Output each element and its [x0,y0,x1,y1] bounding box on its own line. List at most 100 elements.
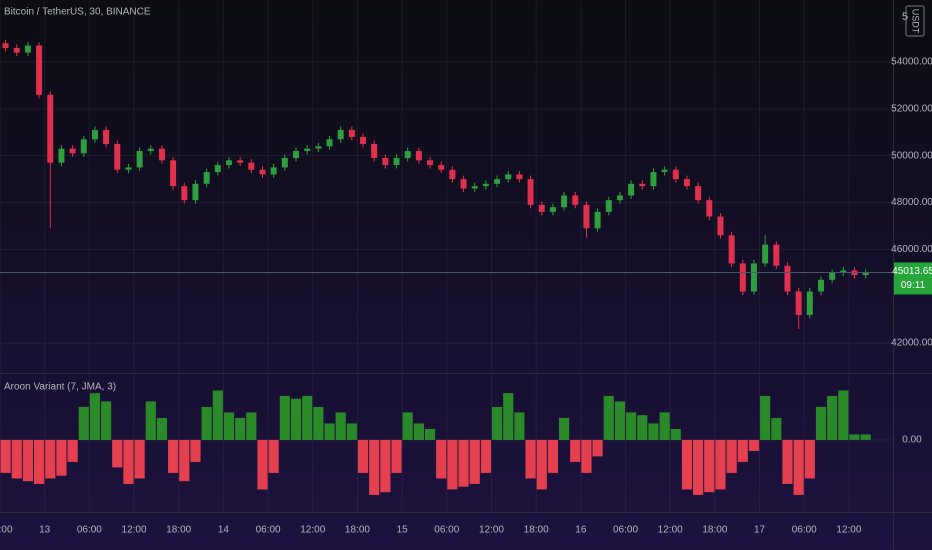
currency-box[interactable] [905,5,925,37]
candle-body [2,43,9,48]
histogram-bar [235,417,246,440]
histogram-bar [514,412,525,440]
candle-body [237,160,244,163]
candle-body [482,183,489,187]
histogram-bar [11,439,22,479]
histogram-bar [614,401,626,440]
histogram-bar [681,439,693,490]
histogram-bar [804,439,815,479]
x-tick-label: 06:00 [613,525,638,536]
candle-body [762,244,769,264]
histogram-bar [313,406,324,440]
histogram-bar [391,439,402,473]
candle-body [248,162,255,170]
histogram-bar [491,406,503,440]
candle-body [538,204,545,212]
histogram-bar [447,439,458,490]
histogram-bar [592,439,603,457]
candle-body [695,186,702,201]
histogram-bar [279,395,290,440]
x-tick-label: 00:00 [0,525,13,536]
x-tick-label: 06:00 [77,525,102,536]
candle-body [862,272,869,276]
histogram-bar [536,439,547,490]
candle-body [58,148,65,163]
y-tick-label: 46000.00 [891,244,932,255]
histogram-bar [56,439,67,476]
histogram-bar [402,412,413,440]
histogram-bar [212,390,223,440]
histogram-bar [156,417,168,440]
x-tick-label: 14 [218,525,230,536]
histogram-bar [190,439,201,462]
candle-body [415,150,422,161]
histogram-bar [123,439,134,484]
y-tick-label: 0.00 [902,435,922,446]
histogram-bar [782,439,793,484]
candle-body [460,179,467,189]
indicator-title: Aroon Variant (7, JMA, 3) [4,382,116,393]
candle-body [616,195,623,201]
histogram-bar [570,439,581,462]
currency-prefix: 5 [902,11,908,23]
candle-body [270,167,277,175]
histogram-bar [737,439,748,462]
histogram-bar [424,428,436,440]
x-tick-label: 18:00 [166,525,191,536]
histogram-bar [436,439,447,479]
histogram-bar [89,393,101,440]
histogram-bar [335,412,346,440]
candle-body [393,158,400,166]
x-tick-label: 12:00 [479,525,504,536]
candle-body [683,179,690,187]
candle-body [181,186,188,201]
y-tick-label: 50000.00 [891,150,932,161]
candle-body [561,195,568,208]
histogram-bar [67,439,78,462]
candle-body [147,148,154,151]
x-tick-label: 13 [39,525,51,536]
last-price-box [894,262,932,295]
candle-body [527,179,534,205]
histogram-bar [748,439,760,451]
histogram-bar [704,439,715,493]
candle-body [371,143,378,159]
x-tick-label: 12:00 [122,525,147,536]
candle-body [259,169,266,175]
histogram-bar [458,439,469,487]
histogram-bar [324,423,335,440]
candle-body [594,211,601,229]
histogram-bar [179,439,190,482]
candle-body [516,174,523,180]
candle-body [427,160,434,166]
candle-body [225,160,232,166]
candle-body [739,263,746,292]
candle-body [829,272,836,280]
candle-body [661,169,668,173]
histogram-bar [637,415,648,440]
histogram-bar [726,439,737,473]
y-tick-label: 48000.00 [891,197,932,208]
candle-body [293,150,300,159]
candle-body [24,45,31,53]
histogram-bar [827,395,838,440]
candle-body [360,136,367,144]
candle-body [817,279,824,292]
histogram-bar [659,412,670,440]
last-price-label: 45013.65 [892,266,932,277]
histogram-bar [223,412,235,440]
chart-title: Bitcoin / TetherUS, 30, BINANCE [4,7,151,18]
candle-body [315,146,322,149]
histogram-bar [793,439,804,495]
candle-body [706,200,713,217]
x-tick-label: 16 [575,525,587,536]
histogram-bar [380,439,391,493]
histogram-bar [22,439,34,482]
histogram-bar [290,398,302,440]
histogram-bar [860,434,871,440]
candle-body [650,172,657,187]
x-tick-label: 12:00 [658,525,683,536]
histogram-bar [0,439,11,473]
candle-body [203,172,210,184]
